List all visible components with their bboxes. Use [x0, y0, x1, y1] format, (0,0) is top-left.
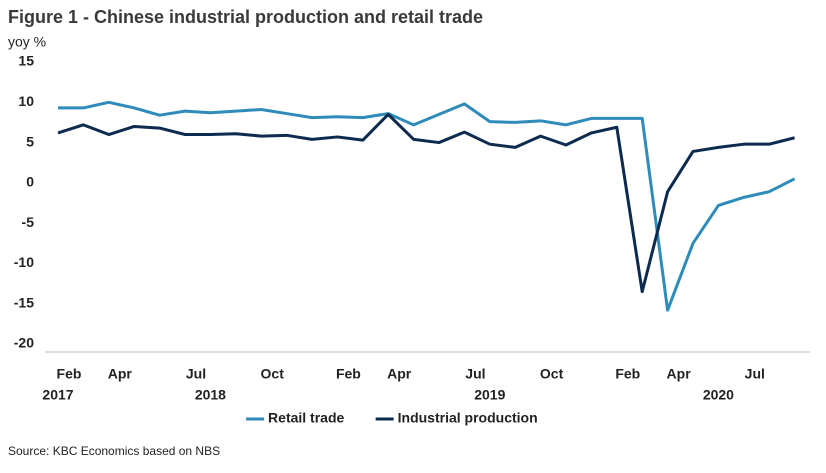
source: Source: KBC Economics based on NBS: [8, 444, 220, 458]
x-tick-label: Oct: [261, 366, 285, 382]
y-axis-label: yoy %: [8, 34, 46, 50]
x-tick-label: Feb: [336, 366, 361, 382]
x-tick-label: Jul: [745, 366, 765, 382]
x-tick-label: Jul: [465, 366, 485, 382]
chart-title: Figure 1 - Chinese industrial production…: [8, 7, 483, 27]
x-tick-label: Jul: [186, 366, 206, 382]
y-tick-label: -5: [22, 214, 35, 230]
x-tick-label: Oct: [540, 366, 564, 382]
x-tick-label: Feb: [57, 366, 82, 382]
legend-label: Industrial production: [398, 410, 538, 426]
x-tick-label: Apr: [108, 366, 133, 382]
y-tick-label: -10: [14, 254, 34, 270]
x-year-label: 2017: [42, 387, 73, 403]
line-series: [58, 100, 796, 312]
y-tick-label: 10: [18, 93, 34, 109]
x-tick-label: Feb: [615, 366, 640, 382]
x-year-label: 2019: [474, 387, 505, 403]
y-tick-label: 0: [26, 174, 34, 190]
y-tick-label: 5: [26, 133, 34, 149]
y-tick-label: -15: [14, 294, 34, 310]
x-tick-label: Apr: [667, 366, 692, 382]
x-year-label: 2020: [703, 387, 734, 403]
y-tick-label: 15: [18, 53, 34, 69]
legend-label: Retail trade: [268, 410, 344, 426]
y-tick-label: -20: [14, 335, 34, 351]
line-series: [57, 112, 795, 294]
x-year-label: 2018: [195, 387, 226, 403]
x-tick-label: Apr: [387, 366, 412, 382]
